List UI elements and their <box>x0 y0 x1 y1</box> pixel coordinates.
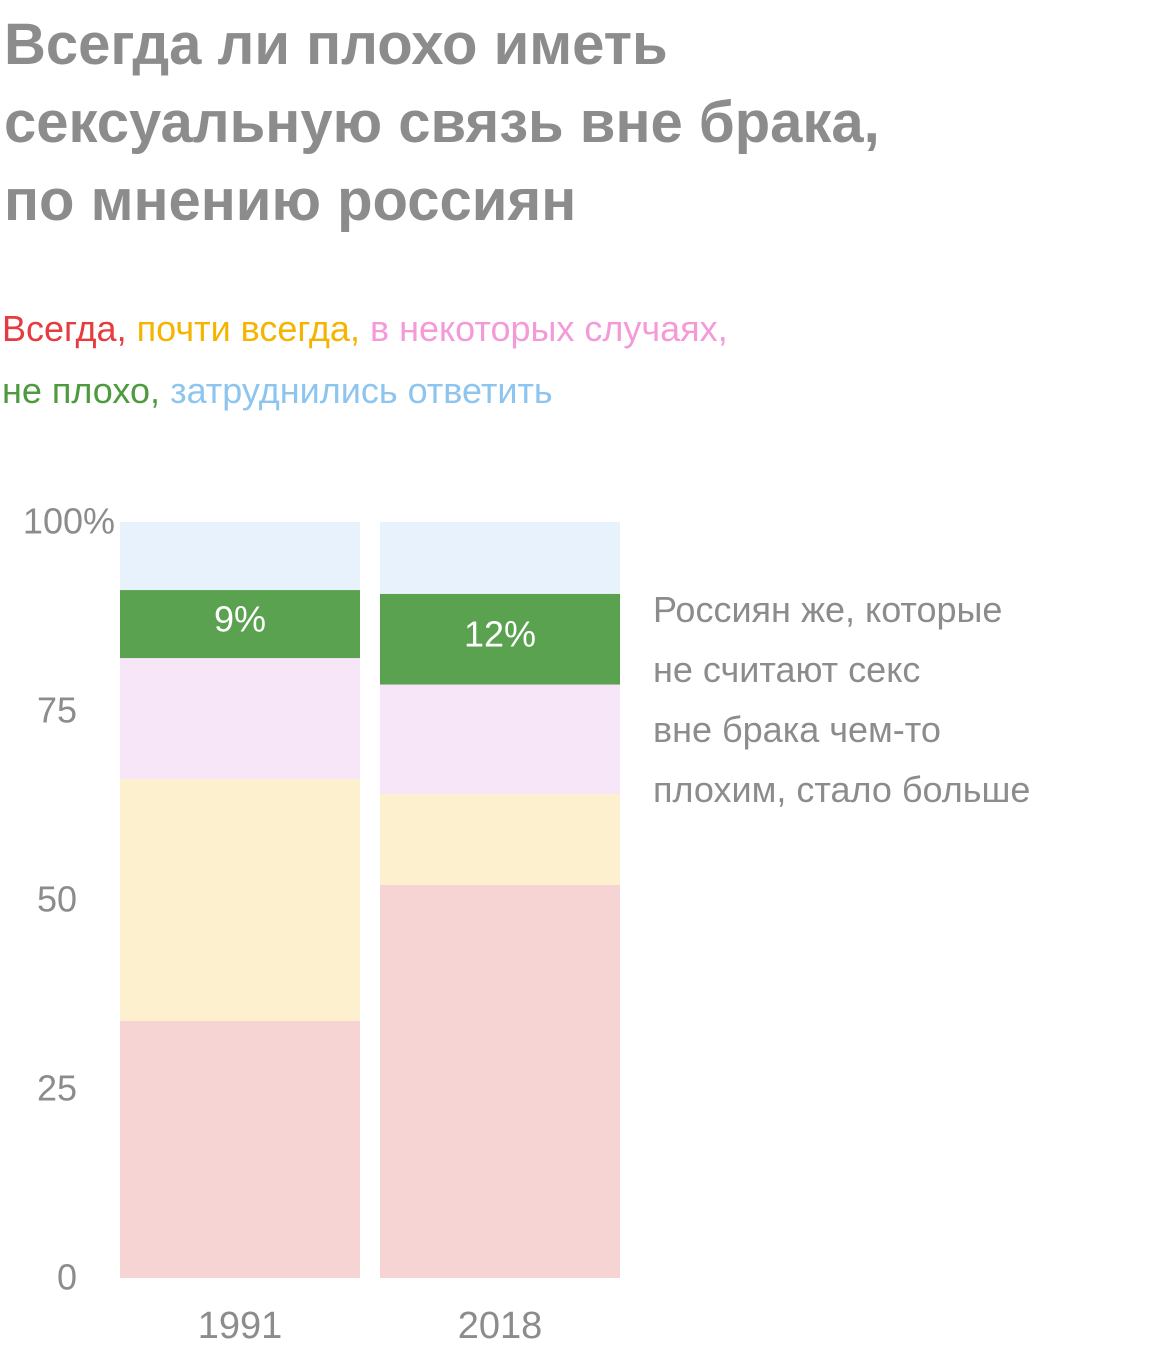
legend-label: затруднились ответить <box>170 370 553 411</box>
y-tick-label: 25 <box>37 1068 77 1109</box>
legend-label: не плохо <box>2 370 151 411</box>
data-label: 12% <box>464 614 536 655</box>
bar-segment <box>120 590 360 659</box>
title-line: Всегда ли плохо иметь <box>4 12 668 77</box>
legend-line: Всегда, почти всегда, в некоторых случая… <box>2 298 728 360</box>
bar-segment <box>380 684 620 795</box>
annotation-line: вне брака чем-то <box>653 709 941 750</box>
y-tick-label: 0 <box>57 1257 77 1298</box>
legend-item-almost-always: почти всегда, <box>137 308 370 349</box>
annotation-line: Россиян же, которые <box>653 589 1003 630</box>
x-tick-label: 1991 <box>198 1305 283 1347</box>
bar-segment <box>380 884 620 1278</box>
legend-separator: , <box>717 308 728 349</box>
legend-separator: , <box>116 308 137 349</box>
bar-segment <box>120 522 360 591</box>
legend-separator: , <box>150 370 171 411</box>
bar-segment <box>380 593 620 685</box>
y-tick-label: 75 <box>37 690 77 731</box>
annotation-line: плохим, стало больше <box>653 769 1031 810</box>
chart-title: Всегда ли плохо иметь сексуальную связь … <box>4 6 880 240</box>
legend-line: не плохо, затруднились ответить <box>2 360 728 422</box>
legend-item-always: Всегда, <box>2 308 137 349</box>
annotation-line: не считают секс <box>653 649 921 690</box>
title-line: по мнению россиян <box>4 168 577 233</box>
bar-segment <box>120 658 360 780</box>
legend-separator: , <box>349 308 370 349</box>
y-tick-label: 50 <box>37 879 77 920</box>
bar-segment <box>380 522 620 594</box>
legend-item-sometimes: в некоторых случаях, <box>370 308 728 349</box>
y-tick-label: 100% <box>23 501 115 542</box>
legend-label: почти всегда <box>136 308 350 349</box>
title-line: сексуальную связь вне брака, <box>4 90 880 155</box>
legend: Всегда, почти всегда, в некоторых случая… <box>2 298 728 422</box>
legend-item-not-bad: не плохо, <box>2 370 170 411</box>
bar-segment <box>380 794 620 885</box>
bar-segment <box>120 779 360 1021</box>
legend-label: Всегда <box>2 308 117 349</box>
x-tick-label: 2018 <box>458 1305 543 1347</box>
data-label: 9% <box>214 599 266 640</box>
bar-segment <box>120 1020 360 1278</box>
legend-item-hard-to-say: затруднились ответить <box>170 370 553 411</box>
legend-label: в некоторых случаях <box>369 308 718 349</box>
chart-annotation: Россиян же, которые не считают секс вне … <box>653 580 1030 820</box>
